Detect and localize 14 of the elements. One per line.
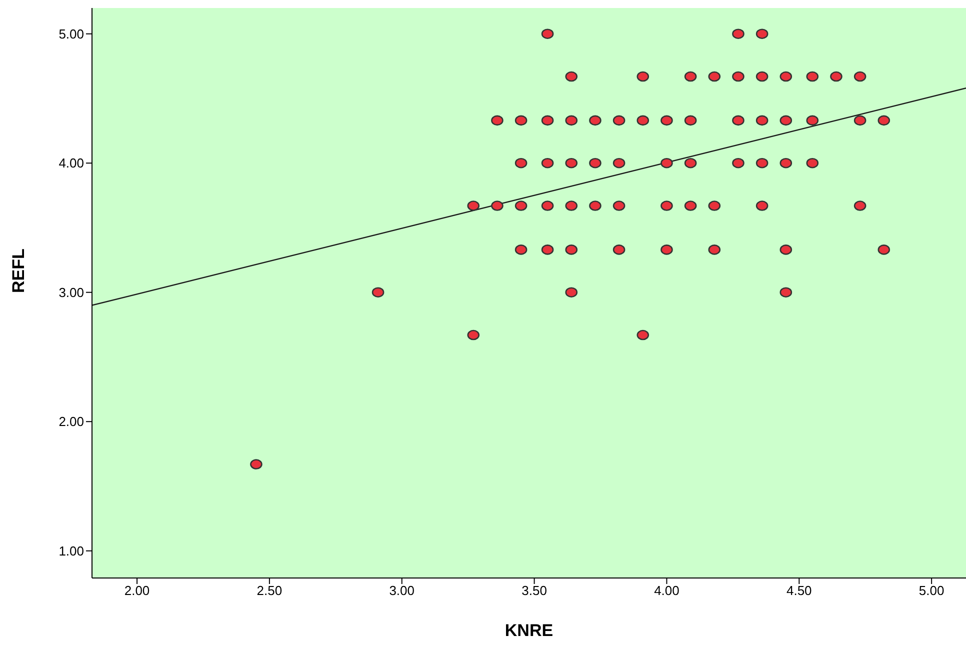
y-tick-label: 5.00 xyxy=(58,26,84,42)
y-axis-title: REFL xyxy=(9,248,28,293)
x-tick-label: 2.50 xyxy=(256,583,282,598)
y-tick-label: 1.00 xyxy=(58,543,84,558)
x-tick-label: 2.00 xyxy=(124,583,150,598)
x-tick-label: 4.00 xyxy=(654,583,680,598)
x-tick-label: 3.50 xyxy=(522,583,547,598)
y-tick-label: 2.00 xyxy=(58,414,84,430)
y-tick-label: 3.00 xyxy=(58,284,84,300)
x-tick-label: 3.00 xyxy=(389,583,415,598)
x-tick-label: 4.50 xyxy=(786,583,812,598)
x-tick-label: 5.00 xyxy=(918,583,944,598)
x-axis-title: KNRE xyxy=(504,621,554,640)
y-tick-label: 4.00 xyxy=(58,156,84,171)
